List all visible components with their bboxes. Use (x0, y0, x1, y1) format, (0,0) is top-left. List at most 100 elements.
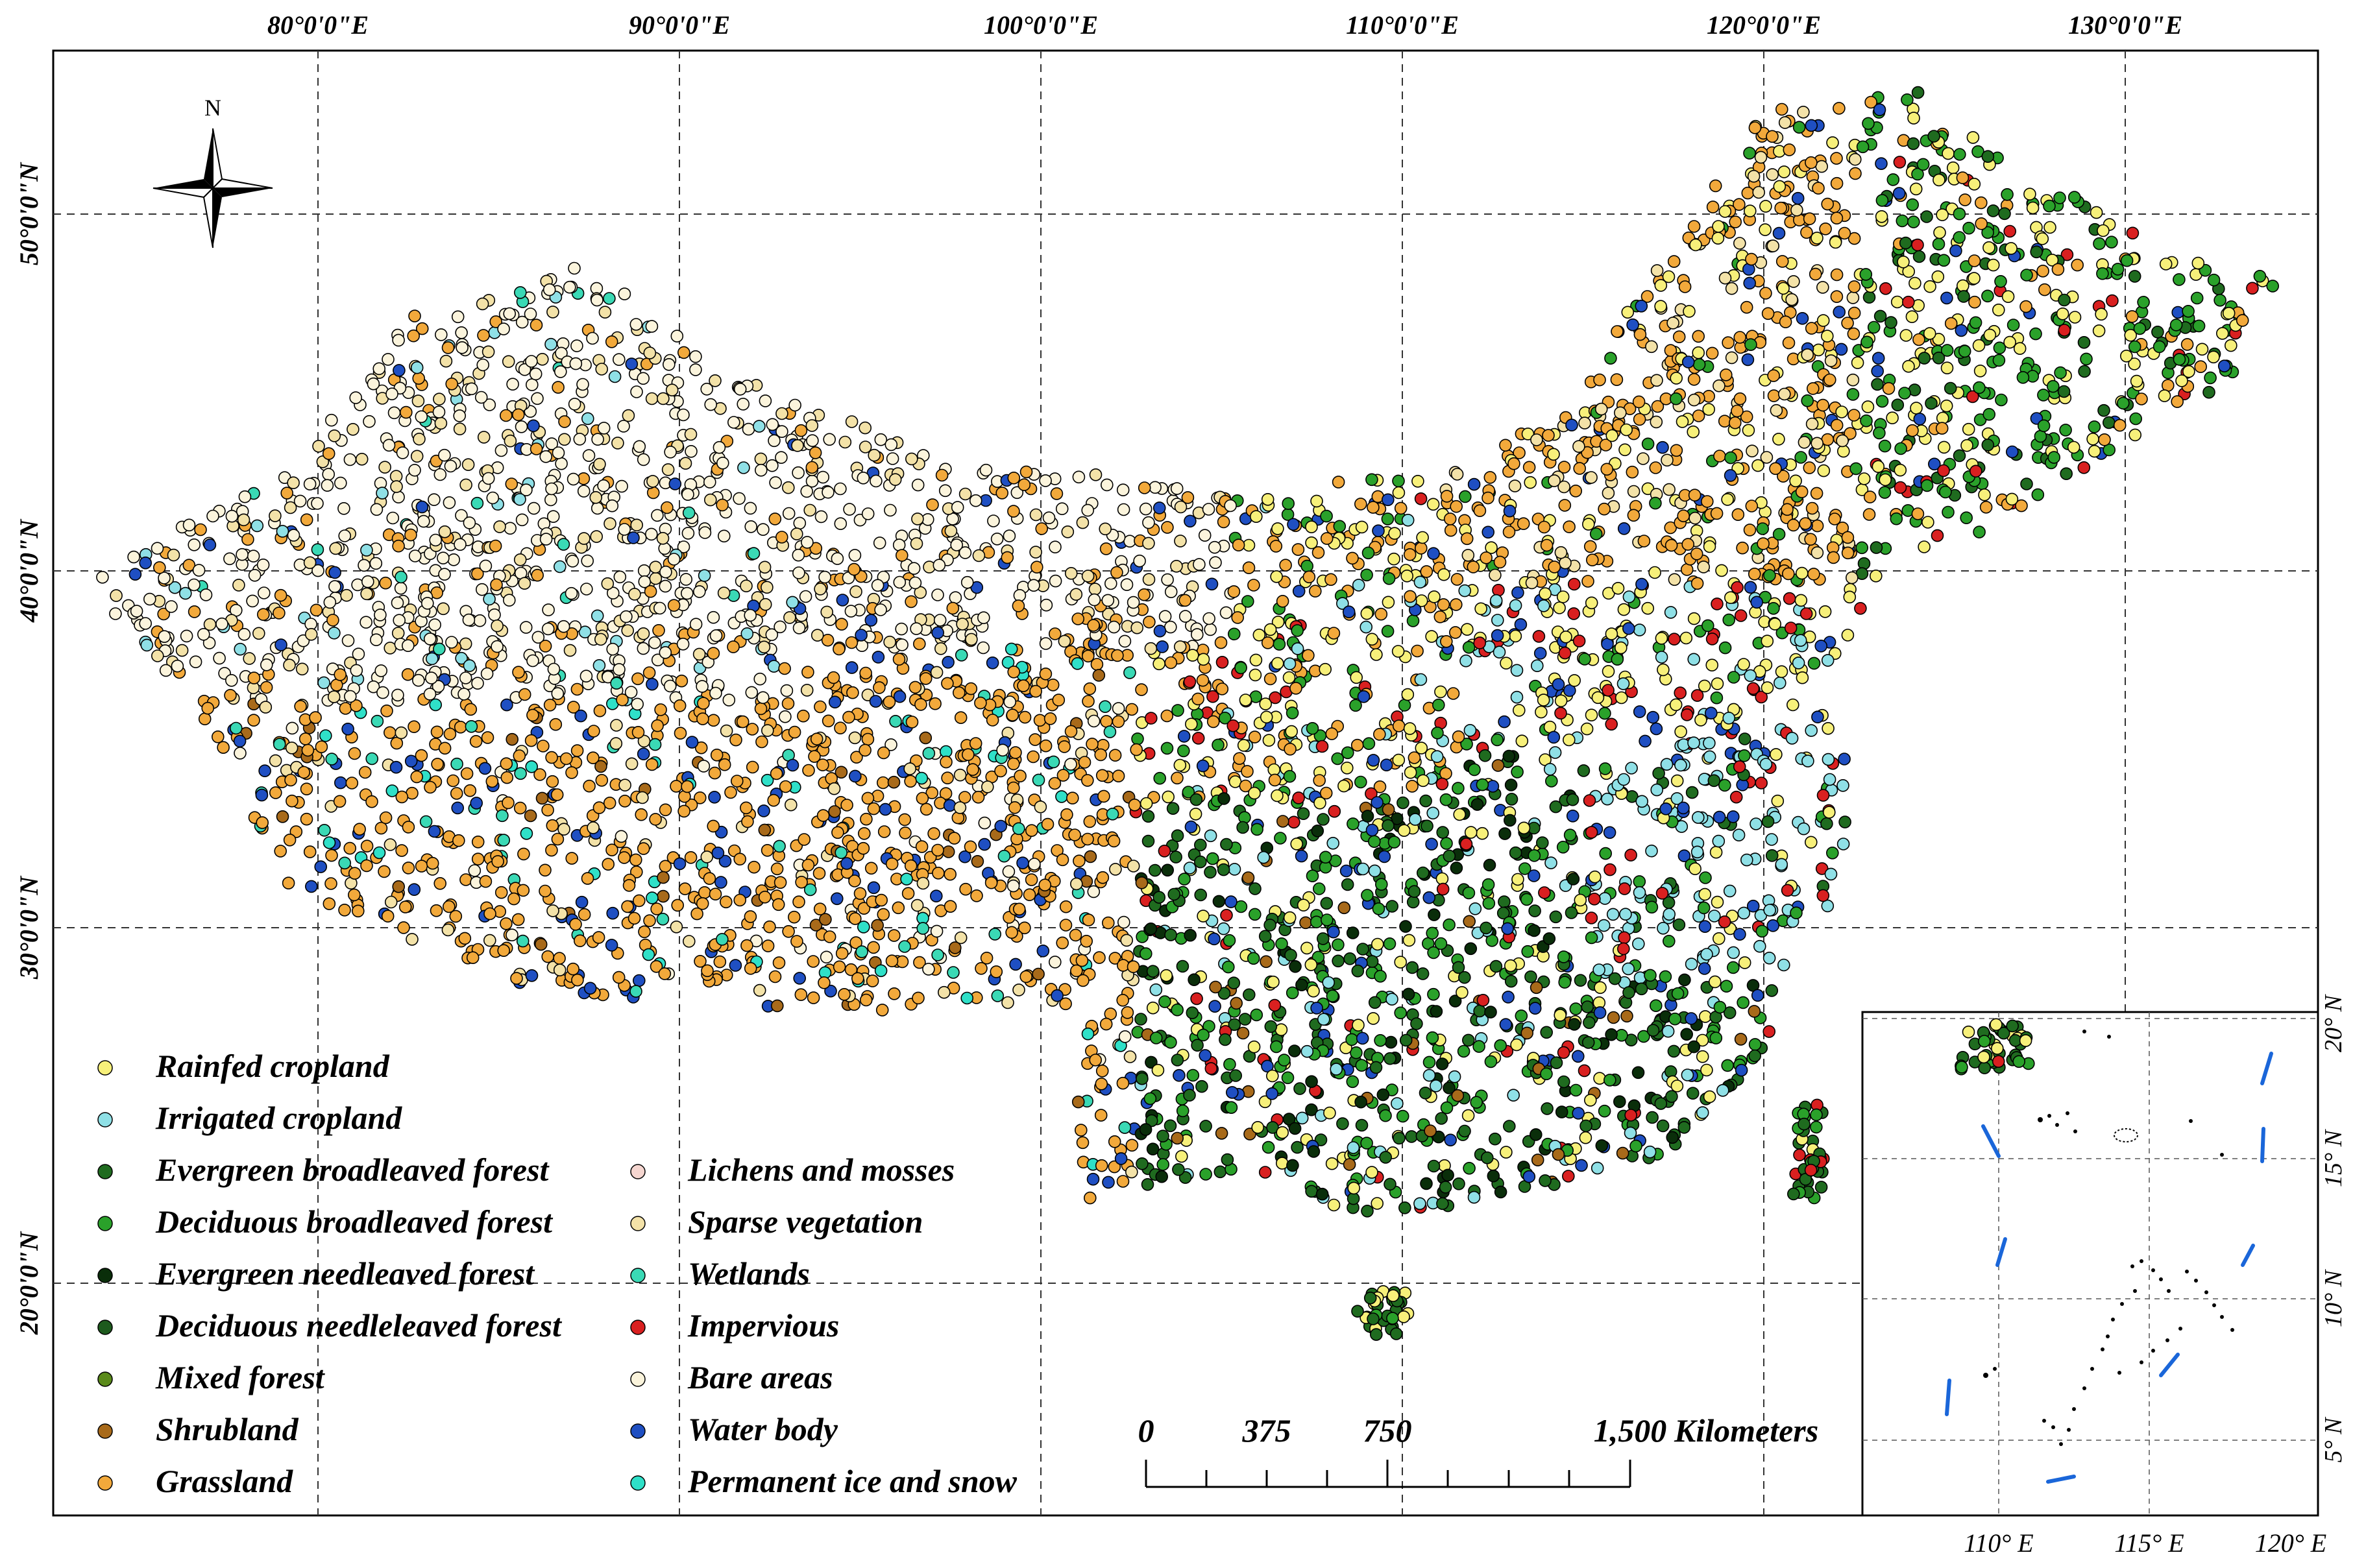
sample-point (533, 768, 546, 781)
sample-point (1800, 226, 1813, 239)
sample-point (1992, 354, 2006, 367)
sample-point (1186, 1006, 1199, 1019)
sample-point (459, 873, 472, 886)
sample-point (1483, 471, 1497, 484)
sample-point (1007, 757, 1020, 771)
sample-point (1504, 814, 1517, 827)
sample-point (1821, 197, 1834, 211)
sample-point (2125, 310, 2139, 323)
sample-point (1742, 424, 1755, 437)
sample-point (1968, 177, 1981, 191)
sample-point (779, 710, 792, 723)
sample-point (1381, 513, 1395, 525)
sample-point (910, 622, 923, 635)
sample-point (1289, 960, 1302, 973)
sample-point (1504, 778, 1518, 791)
sample-point (1341, 878, 1354, 891)
sample-point (1632, 395, 1646, 409)
sample-point (1741, 353, 1755, 367)
sample-point (1591, 691, 1605, 705)
sample-point (1761, 681, 1774, 694)
sample-point (500, 771, 514, 784)
sample-point (382, 353, 395, 366)
sample-point (888, 473, 902, 487)
sample-point (1223, 1057, 1236, 1071)
sample-point (1983, 328, 1997, 342)
sample-point (1247, 579, 1260, 592)
sample-point (477, 329, 490, 342)
sample-point (394, 581, 408, 595)
sample-point (1452, 730, 1465, 743)
sample-point (1422, 1055, 1436, 1069)
sample-point (920, 802, 933, 816)
sample-point (1713, 450, 1726, 463)
sample-point (1482, 525, 1494, 539)
sample-point (685, 736, 699, 749)
sample-point (1033, 714, 1047, 727)
sample-point (1319, 850, 1332, 864)
sample-point (1649, 461, 1663, 474)
sample-point (2128, 270, 2141, 283)
sample-point (1221, 1153, 1234, 1166)
sample-point (1158, 845, 1171, 858)
sample-point (1803, 461, 1816, 474)
sample-point (1818, 605, 1832, 618)
sample-point (1823, 806, 1836, 819)
sample-point (1777, 165, 1791, 178)
sample-point (1472, 1040, 1485, 1053)
sample-point (1873, 103, 1886, 116)
sample-point (1175, 1150, 1188, 1163)
sample-point (855, 945, 868, 958)
sample-point (1933, 173, 1945, 187)
sample-point (317, 676, 330, 690)
sample-point (511, 913, 525, 926)
sample-point (1217, 515, 1230, 529)
sample-point (1408, 751, 1421, 764)
sample-point (1794, 451, 1807, 464)
sample-point (1247, 1040, 1261, 1054)
sample-point (1408, 885, 1421, 898)
sample-point (256, 608, 270, 621)
sample-point (1748, 1038, 1762, 1051)
sample-point (1013, 588, 1027, 602)
sample-point (1787, 275, 1800, 288)
sample-point (274, 845, 287, 858)
sample-point (1400, 569, 1413, 583)
sample-point (1567, 607, 1580, 620)
sample-point (608, 370, 622, 383)
sample-point (352, 647, 365, 661)
sample-point (1727, 671, 1740, 684)
sample-point (1640, 290, 1654, 303)
sample-point (1435, 1057, 1449, 1070)
sample-point (1650, 999, 1663, 1012)
sample-point (507, 892, 520, 906)
sample-point (1732, 828, 1746, 841)
sample-point (731, 775, 744, 788)
sample-point (1733, 331, 1746, 344)
sample-point (1618, 443, 1631, 457)
sample-point (1370, 648, 1383, 661)
sample-point (1145, 1055, 1158, 1069)
sample-point (2182, 304, 2195, 318)
sample-point (1585, 708, 1598, 721)
sample-point (2030, 245, 2043, 259)
sample-point (201, 701, 215, 715)
sample-point (1713, 379, 1726, 392)
sample-point (158, 572, 171, 585)
sample-point (1271, 522, 1284, 535)
sample-point (827, 782, 841, 795)
sample-point (807, 991, 820, 1004)
sample-point (1188, 973, 1201, 986)
sample-point (1332, 954, 1345, 968)
sample-point (1140, 947, 1153, 960)
sample-point (1467, 561, 1480, 573)
sample-point (951, 501, 964, 514)
sample-point (1197, 1028, 1210, 1042)
sample-point (1233, 752, 1246, 765)
sample-point (1116, 994, 1129, 1007)
sample-point (761, 844, 774, 857)
sample-point (1709, 1031, 1723, 1044)
sample-point (1528, 1002, 1542, 1015)
sample-point (539, 450, 553, 463)
sample-point (1404, 766, 1417, 779)
